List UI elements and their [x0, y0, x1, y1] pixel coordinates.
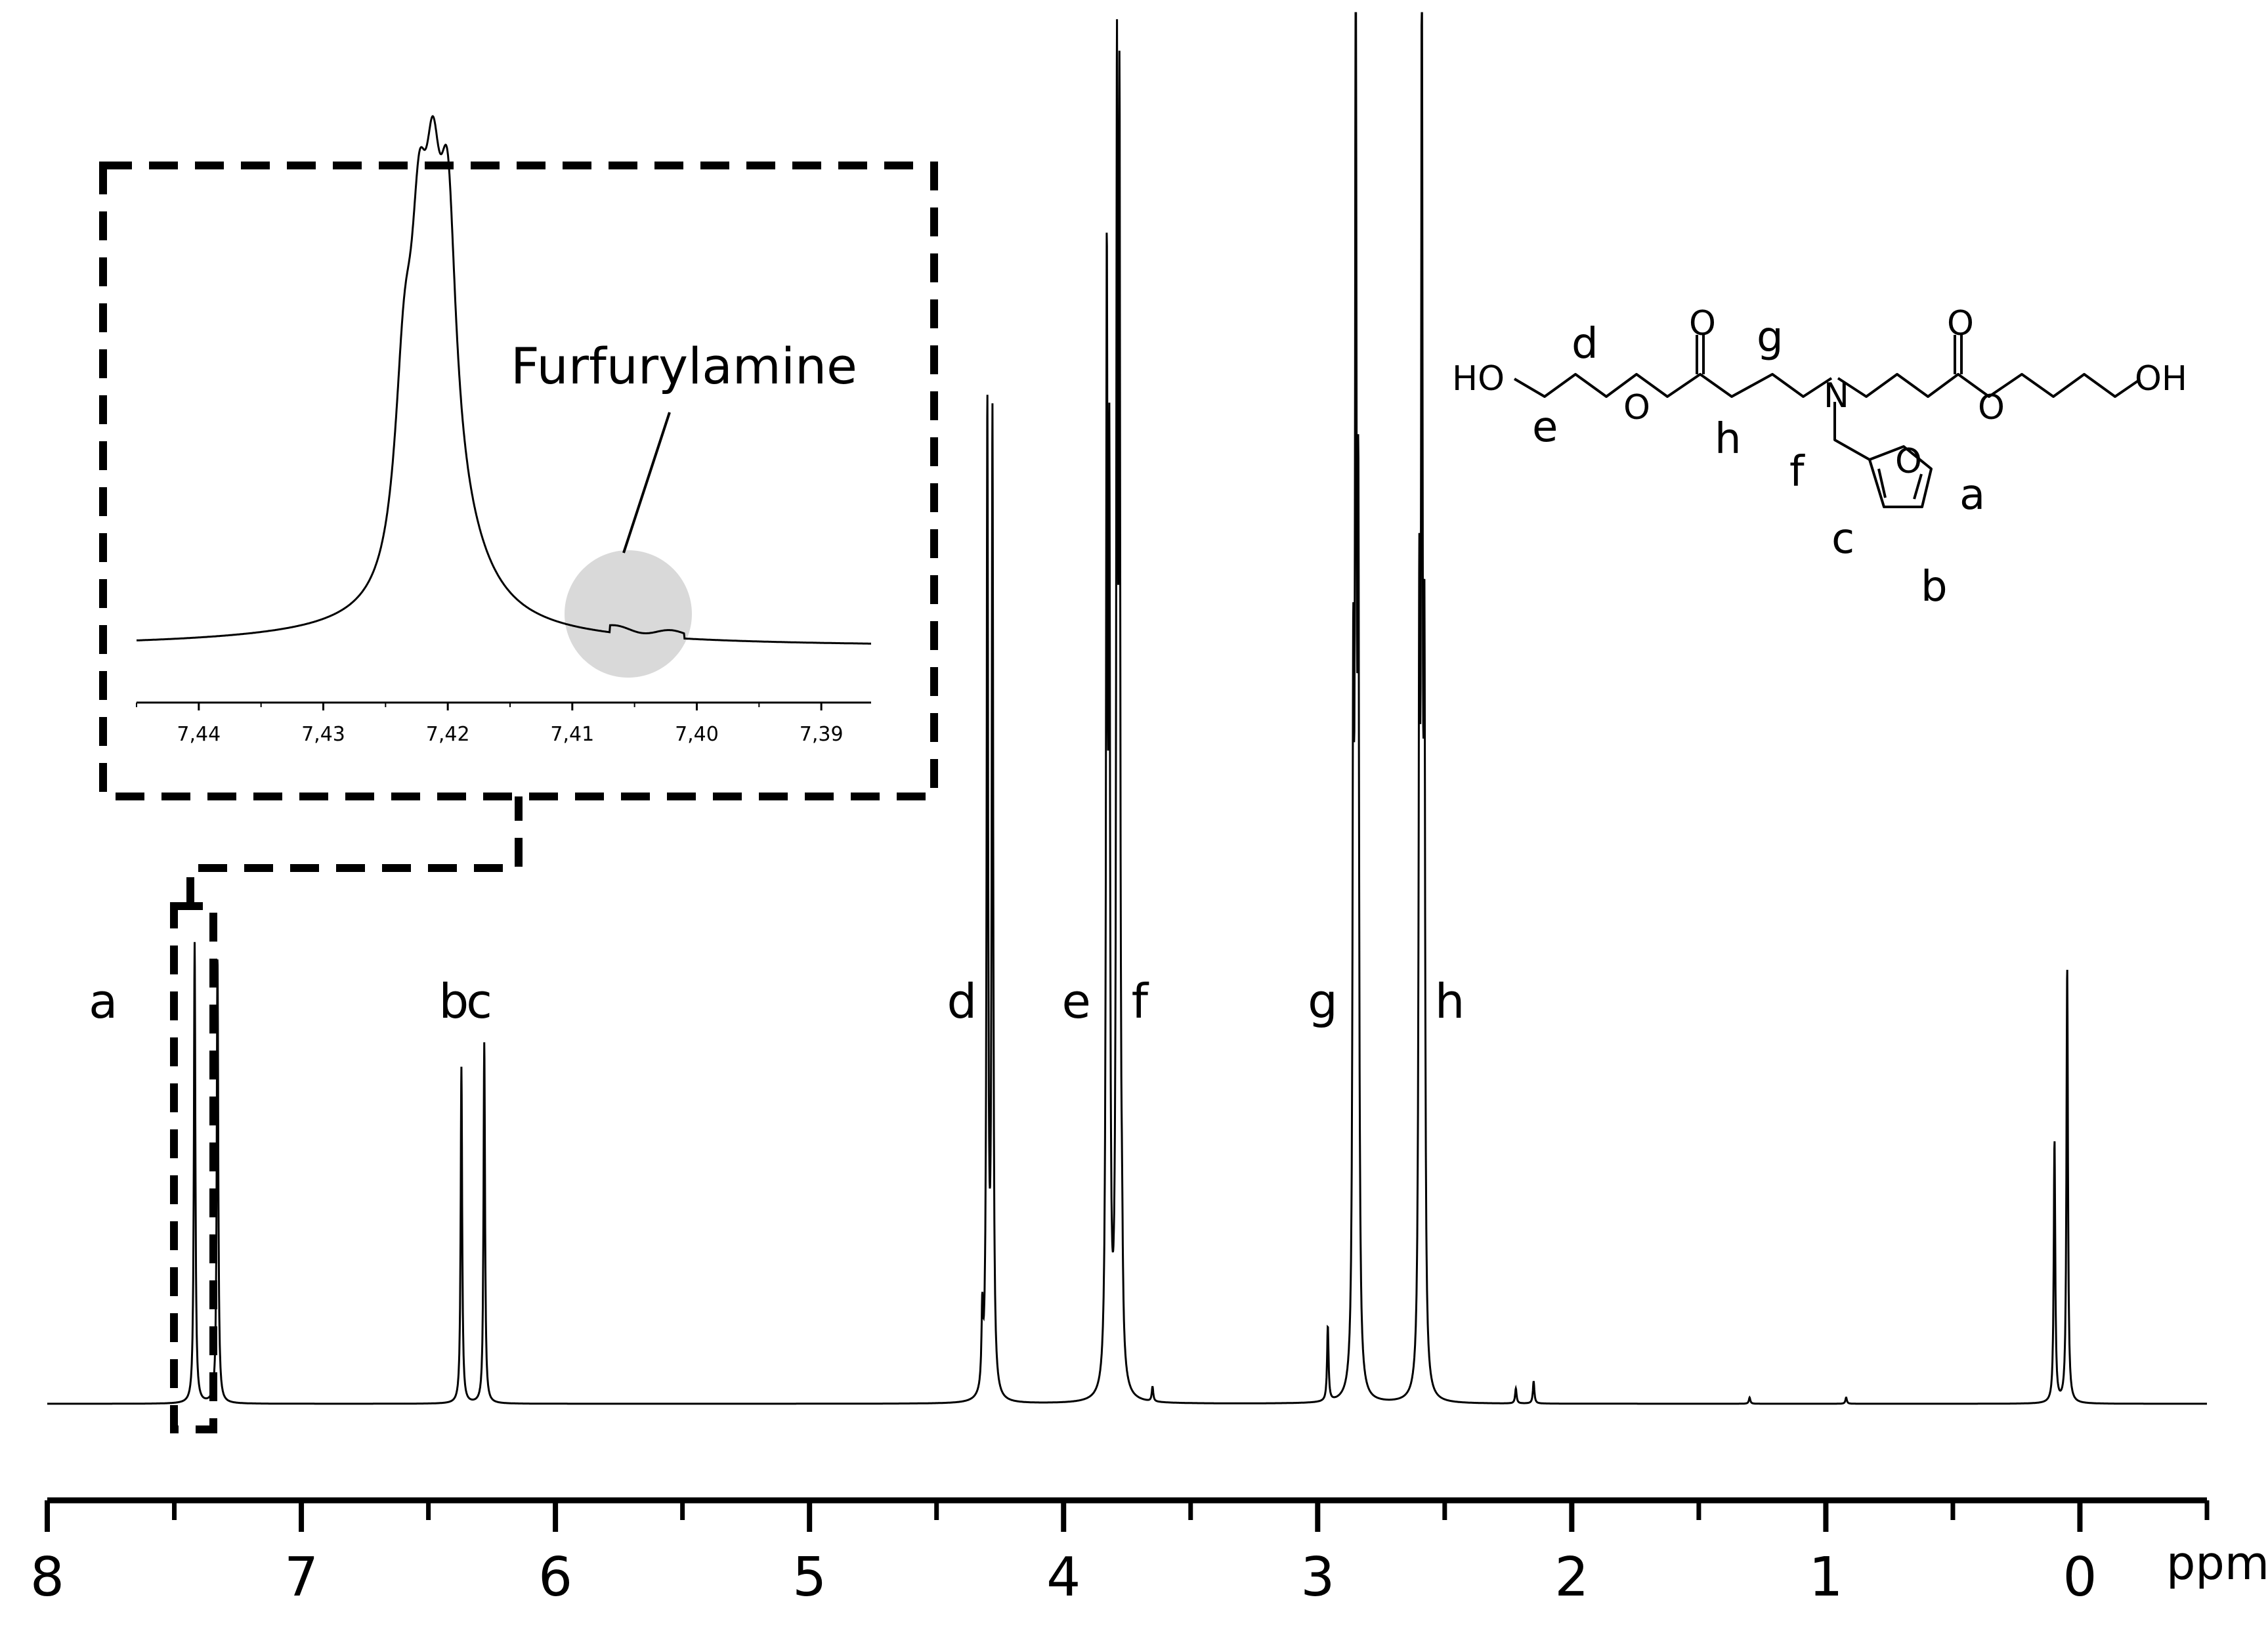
inset-x-tick-label: 7,43 [301, 723, 345, 746]
structure-text: HO OH O O O O N O d e g h f a b c [1452, 304, 2187, 611]
n-methylene-bond [1833, 402, 1870, 461]
x-tick-label: 4 [1046, 1546, 1081, 1609]
furan-double-1 [1877, 468, 1887, 498]
spectrum-trace [47, 12, 2207, 1405]
peak-label-b: b [439, 974, 469, 1029]
furan-double-2 [1913, 473, 1923, 500]
atom-n: N [1824, 376, 1849, 416]
atom-o-carbonyl-2: O [1947, 304, 1974, 343]
atom-ho-left: HO [1452, 359, 1505, 399]
x-tick-label: 5 [792, 1546, 826, 1609]
peak-label-g: g [1308, 974, 1338, 1029]
struct-label-g: g [1757, 313, 1784, 362]
atom-o-ester-2: O [1978, 388, 2005, 427]
inset-x-tick-label: 7,40 [675, 723, 719, 746]
x-tick-label: 2 [1554, 1546, 1589, 1609]
inset-x-tick-label: 7,41 [550, 723, 594, 746]
x-tick-label: 7 [284, 1546, 318, 1609]
x-tick-label: 0 [2063, 1546, 2097, 1609]
peak-label-d: d [947, 974, 977, 1029]
x-axis-label: ppm [2166, 1536, 2268, 1590]
atom-o-carbonyl-1: O [1689, 304, 1716, 343]
chemical-structure [1513, 335, 2141, 508]
inset-x-tick-label: 7,39 [800, 723, 844, 746]
peak-label-c: c [466, 974, 492, 1029]
x-ticks: 8 7 6 5 4 3 2 1 0 [30, 1500, 2210, 1609]
atom-o-ring: O [1895, 442, 1922, 481]
struct-label-d: d [1572, 320, 1598, 368]
peak-label-f: f [1132, 974, 1149, 1029]
struct-label-e: e [1532, 403, 1558, 452]
x-axis: 8 7 6 5 4 3 2 1 0 ppm [30, 1497, 2268, 1609]
atom-oh-right: OH [2135, 359, 2187, 399]
furfurylamine-pointer [622, 412, 671, 554]
struct-label-b: b [1921, 563, 1948, 611]
inset-x-ticks: 7,44 7,43 7,42 7,41 7,40 7,39 [136, 703, 844, 746]
chain-bonds-right [1837, 373, 2141, 398]
furfurylamine-label: Furfurylamine [511, 337, 857, 395]
furan-ring [1868, 445, 1933, 508]
zoom-connector [186, 796, 523, 906]
furfurylamine-highlight [565, 550, 692, 678]
inset-zoom-plot: 7,44 7,43 7,42 7,41 7,40 7,39 Furfurylamine [136, 115, 871, 746]
struct-label-h: h [1715, 415, 1742, 464]
chain-bonds [1513, 373, 1833, 398]
struct-label-f: f [1789, 448, 1805, 496]
inset-spectrum-trace [137, 115, 871, 645]
inset-x-tick-label: 7,44 [177, 723, 221, 746]
x-tick-label: 8 [30, 1546, 64, 1609]
x-tick-label: 3 [1300, 1546, 1335, 1609]
inset-frame [99, 162, 938, 800]
peak-label-e: e [1061, 974, 1090, 1029]
zoom-guides [99, 162, 938, 1433]
peak-label-h: h [1435, 974, 1465, 1029]
peak-label-a: a [89, 974, 118, 1029]
struct-label-a: a [1959, 471, 1985, 519]
peak-labels: a bc d e f g h [89, 974, 1465, 1029]
inset-x-tick-label: 7,42 [426, 723, 470, 746]
atom-o-ester-1: O [1623, 388, 1650, 427]
x-tick-label: 6 [538, 1546, 572, 1609]
struct-label-c: c [1831, 515, 1854, 563]
x-tick-label: 1 [1808, 1546, 1843, 1609]
